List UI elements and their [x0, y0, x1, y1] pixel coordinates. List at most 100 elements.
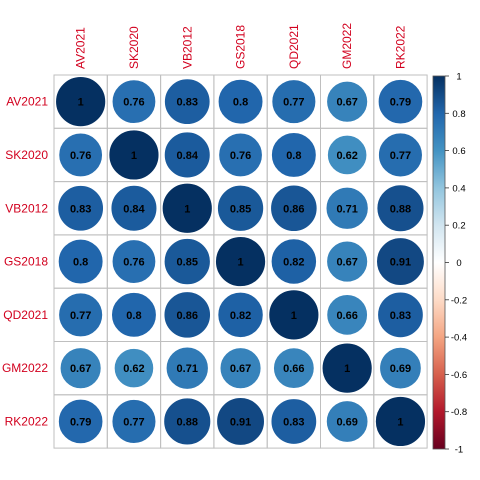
- circle-gm2022-av2021: [59, 347, 102, 390]
- value-label-rk2022-gs2018: 0.91: [230, 416, 251, 428]
- column-label-gs2018: GS2018: [234, 25, 248, 69]
- value-label-gs2018-rk2022: 0.91: [390, 257, 411, 269]
- value-label-vb2012-vb2012: 1: [184, 203, 190, 215]
- circle-sk2020-av2021: [58, 132, 103, 178]
- value-label-qd2021-gm2022: 0.66: [336, 310, 357, 322]
- row-labels: AV2021 SK2020 VB2012 GS2018 QD2021 GM2022 RK20…: [2, 95, 48, 429]
- value-label-qd2021-sk2020: 0.8: [126, 310, 141, 322]
- circle-qd2021-av2021: [58, 292, 103, 338]
- colorbar-tick-label: 0.6: [452, 146, 465, 157]
- value-label-sk2020-gs2018: 0.76: [230, 150, 251, 162]
- value-label-sk2020-av2021: 0.76: [70, 150, 91, 162]
- matrix-grid: [53, 74, 428, 449]
- row-label-gs2018: GS2018: [4, 255, 48, 269]
- circle-av2021-gm2022: [326, 80, 369, 123]
- value-label-vb2012-sk2020: 0.84: [123, 203, 145, 215]
- circle-qd2021-vb2012: [163, 291, 211, 339]
- circle-sk2020-sk2020: [108, 129, 160, 181]
- colorbar-tick-label: 0.8: [452, 109, 465, 120]
- value-label-av2021-qd2021: 0.77: [283, 97, 304, 109]
- row-label-rk2022: RK2022: [5, 414, 49, 428]
- circle-gs2018-gs2018: [215, 236, 266, 287]
- value-label-av2021-sk2020: 0.76: [123, 97, 144, 109]
- value-label-gs2018-qd2021: 0.82: [283, 257, 304, 269]
- value-label-vb2012-av2021: 0.83: [70, 203, 91, 215]
- circle-gm2022-gs2018: [219, 347, 262, 390]
- circle-av2021-rk2022: [377, 79, 424, 125]
- value-label-rk2022-vb2012: 0.88: [177, 416, 198, 428]
- row-label-gm2022: GM2022: [2, 361, 48, 375]
- column-label-gm2022: GM2022: [340, 23, 354, 69]
- circle-sk2020-gs2018: [218, 132, 263, 178]
- value-label-rk2022-gm2022: 0.69: [336, 416, 357, 428]
- colorbar-tick-label: 1: [456, 72, 461, 83]
- value-label-gm2022-rk2022: 0.69: [390, 363, 411, 375]
- column-label-qd2021: QD2021: [287, 24, 301, 69]
- column-label-av2021: AV2021: [74, 27, 88, 69]
- row-label-av2021: AV2021: [6, 95, 48, 109]
- colorbar-tick-label: 0.2: [452, 221, 465, 232]
- circle-vb2012-rk2022: [376, 184, 425, 233]
- column-labels: AV2021 SK2020 VB2012 GS2018 QD2021 GM2022 RK20…: [74, 23, 408, 69]
- value-label-rk2022-rk2022: 1: [397, 416, 403, 428]
- circle-av2021-av2021: [55, 76, 107, 128]
- circle-vb2012-gm2022: [325, 186, 369, 230]
- circle-qd2021-rk2022: [377, 291, 424, 339]
- circle-sk2020-rk2022: [378, 132, 423, 178]
- value-label-sk2020-qd2021: 0.8: [286, 150, 301, 162]
- correlation-circles: [55, 76, 426, 447]
- colorbar-tick-label: 0.4: [452, 183, 465, 194]
- circle-qd2021-gm2022: [326, 294, 368, 336]
- value-label-rk2022-av2021: 0.79: [70, 416, 91, 428]
- colorbar-ticks: 1 0.8 0.6 0.4 0.2 0 -0.2 -0.4 -0.6 -0.8 -1: [445, 72, 467, 456]
- value-label-gm2022-av2021: 0.67: [70, 363, 91, 375]
- colorbar-tick-label: -0.4: [451, 333, 467, 344]
- circle-gm2022-gm2022: [321, 342, 373, 394]
- row-label-sk2020: SK2020: [5, 148, 48, 162]
- colorbar-tick-label: -0.8: [451, 407, 467, 418]
- colorbar-tick-label: 0: [456, 258, 461, 269]
- circle-gs2018-rk2022: [376, 237, 425, 286]
- circle-vb2012-sk2020: [110, 184, 158, 232]
- value-label-gs2018-vb2012: 0.85: [177, 257, 198, 269]
- circle-vb2012-qd2021: [270, 184, 318, 232]
- value-label-av2021-rk2022: 0.79: [390, 97, 411, 109]
- circle-gs2018-av2021: [57, 238, 104, 285]
- value-label-av2021-gs2018: 0.8: [233, 97, 248, 109]
- circle-rk2022-sk2020: [111, 399, 157, 444]
- value-label-rk2022-qd2021: 0.83: [283, 416, 304, 428]
- circle-gs2018-sk2020: [111, 239, 157, 284]
- circle-vb2012-gs2018: [217, 184, 264, 232]
- value-label-gm2022-sk2020: 0.62: [123, 363, 144, 375]
- value-label-vb2012-gm2022: 0.71: [336, 203, 357, 215]
- value-label-qd2021-gs2018: 0.82: [230, 310, 251, 322]
- value-label-av2021-gm2022: 0.67: [336, 97, 357, 109]
- value-label-rk2022-sk2020: 0.77: [123, 416, 144, 428]
- value-label-av2021-vb2012: 0.83: [177, 97, 198, 109]
- circle-av2021-vb2012: [164, 78, 211, 125]
- circle-av2021-gs2018: [217, 78, 264, 125]
- circle-gm2022-qd2021: [273, 347, 315, 389]
- circle-rk2022-av2021: [58, 398, 104, 445]
- value-label-gm2022-vb2012: 0.71: [177, 363, 198, 375]
- colorbar-tick-label: -0.6: [451, 370, 467, 381]
- value-label-gm2022-gs2018: 0.67: [230, 363, 251, 375]
- colorbar-tick-label: -1: [455, 445, 463, 456]
- column-label-vb2012: VB2012: [180, 26, 194, 69]
- value-label-gm2022-gm2022: 1: [344, 363, 350, 375]
- value-label-vb2012-gs2018: 0.85: [230, 203, 251, 215]
- circle-rk2022-rk2022: [375, 396, 426, 447]
- circle-av2021-sk2020: [111, 79, 157, 124]
- circle-gm2022-sk2020: [113, 348, 155, 389]
- value-label-av2021-av2021: 1: [78, 97, 84, 109]
- column-label-sk2020: SK2020: [127, 26, 141, 69]
- circle-vb2012-vb2012: [161, 182, 213, 234]
- circle-gs2018-gm2022: [326, 240, 369, 283]
- circle-qd2021-qd2021: [268, 289, 320, 341]
- correlation-values: 1 0.76 0.83 0.8 0.77 0.67 0.79 0.76 1 0.84 0.76 0.8…: [70, 97, 411, 429]
- circle-gs2018-vb2012: [163, 238, 211, 285]
- value-label-qd2021-rk2022: 0.83: [390, 310, 411, 322]
- value-label-gs2018-gm2022: 0.67: [336, 257, 357, 269]
- colorbar-tick-label: -0.2: [451, 295, 467, 306]
